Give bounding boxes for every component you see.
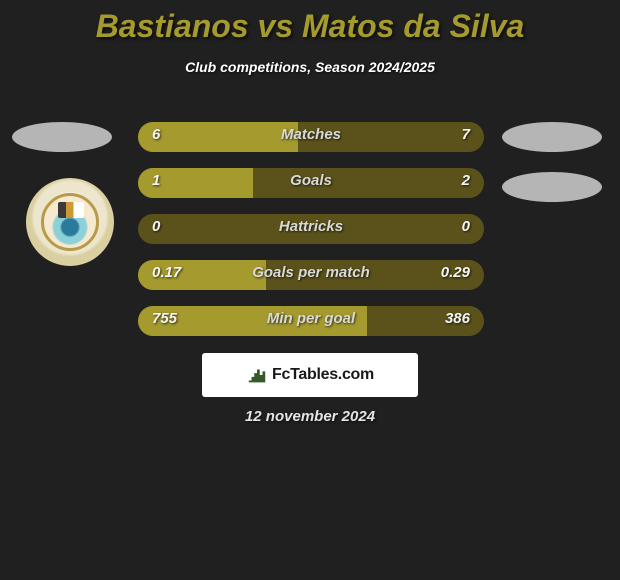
subtitle: Club competitions, Season 2024/2025 <box>0 59 620 75</box>
title-player2: Matos da Silva <box>302 8 524 44</box>
avatar-placeholder-right-2 <box>502 172 602 202</box>
comparison-bars: Matches6 7 Goals1 2 Hattricks0 0 Goals per mat… <box>138 122 484 352</box>
stat-value-right: 386 <box>445 310 470 327</box>
stat-value-left: 0.17 <box>152 264 181 281</box>
stat-value-left: 755 <box>152 310 177 327</box>
stat-label: Goals <box>138 172 484 189</box>
stat-value-left: 6 <box>152 126 160 143</box>
stat-value-right: 7 <box>462 126 470 143</box>
stat-row: Goals1 2 <box>138 168 484 198</box>
date-text: 12 november 2024 <box>0 408 620 425</box>
chart-icon <box>246 364 268 386</box>
stat-row: Min per goal755 386 <box>138 306 484 336</box>
title-player1: Bastianos <box>96 8 249 44</box>
club-badge-inner <box>41 193 99 251</box>
stat-value-left: 1 <box>152 172 160 189</box>
club-badge <box>26 178 114 266</box>
brand-text: FcTables.com <box>272 366 374 384</box>
stat-row: Matches6 7 <box>138 122 484 152</box>
stat-label: Goals per match <box>138 264 484 281</box>
avatar-placeholder-left <box>12 122 112 152</box>
page-title: Bastianos vs Matos da Silva <box>0 0 620 45</box>
stat-value-right: 0 <box>462 218 470 235</box>
stat-row: Goals per match0.17 0.29 <box>138 260 484 290</box>
stat-label: Min per goal <box>138 310 484 327</box>
stat-value-left: 0 <box>152 218 160 235</box>
stat-label: Hattricks <box>138 218 484 235</box>
stat-label: Matches <box>138 126 484 143</box>
brand-box: FcTables.com <box>202 353 418 397</box>
stat-value-right: 2 <box>462 172 470 189</box>
stat-row: Hattricks0 0 <box>138 214 484 244</box>
avatar-placeholder-right-1 <box>502 122 602 152</box>
stat-value-right: 0.29 <box>441 264 470 281</box>
title-vs: vs <box>258 8 294 44</box>
